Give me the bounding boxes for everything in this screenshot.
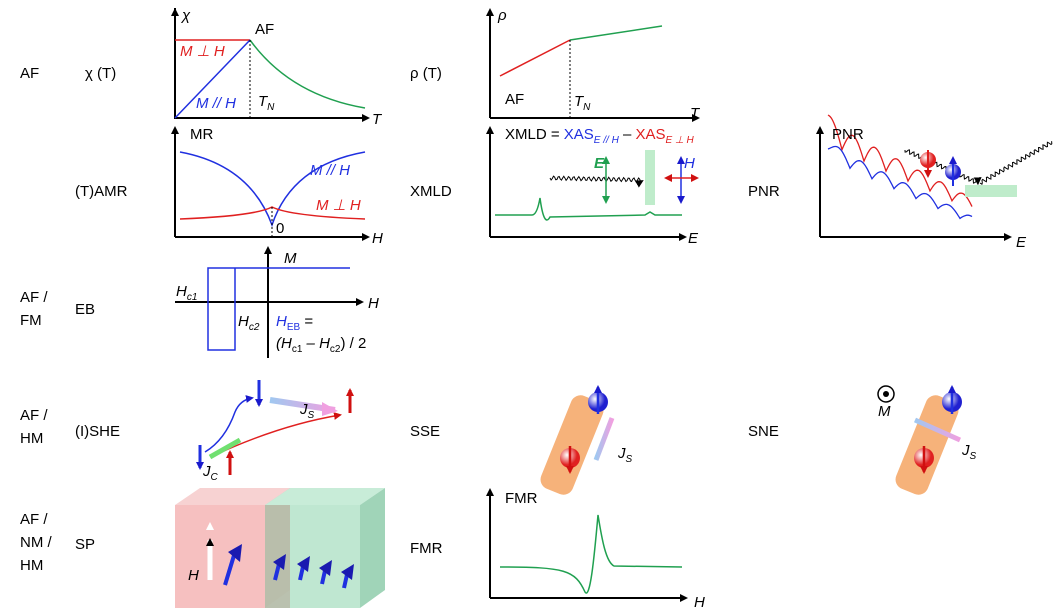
axis-label: M (284, 250, 297, 267)
system: HM (20, 430, 43, 447)
method: (I)SHE (75, 423, 120, 440)
system-labels: AF AF / FM AF / HM AF / NM / HM (20, 65, 52, 574)
curve-label: M // H (196, 95, 236, 112)
current-label: JC (202, 463, 219, 483)
axis-label: T (372, 111, 383, 128)
tn-label: TN (574, 93, 591, 113)
phase-label: AF (255, 21, 274, 38)
method: FMR (410, 540, 443, 557)
tn-label: TN (258, 93, 275, 113)
field-label: E (594, 155, 605, 172)
method: PNR (748, 183, 780, 200)
system: HM (20, 557, 43, 574)
chi-panel: χ AF M ⊥ H M // H TN T (175, 7, 383, 128)
method: χ (T) (85, 65, 116, 82)
axis-label: ρ (497, 7, 507, 24)
method: EB (75, 301, 95, 318)
curve-label: M ⊥ H (316, 197, 361, 214)
zero-label: 0 (276, 220, 284, 237)
phase-label: AF (505, 91, 524, 108)
axis-label: MR (190, 126, 213, 143)
eb-panel: M H Hc1 Hc2 HEB = (Hc1 – Hc2) / 2 (175, 248, 379, 358)
method: SSE (410, 423, 440, 440)
system: AF / (20, 511, 48, 528)
method: SNE (748, 423, 779, 440)
field-label: H (684, 155, 695, 172)
amr-panel: MR 0 M // H M ⊥ H H (175, 126, 383, 247)
field-label: Hc2 (238, 313, 260, 333)
sp-panel: H (175, 488, 385, 608)
current-label: JS (617, 445, 633, 465)
curve-label: M ⊥ H (180, 43, 225, 60)
rho-panel: ρ AF TN T (490, 7, 701, 122)
sse-panel: JS (538, 387, 633, 498)
axis-label: FMR (505, 490, 538, 507)
pnr-panel: PNR E (820, 115, 1052, 251)
system: NM / (20, 534, 52, 551)
sne-panel: M JS (878, 386, 977, 498)
axis-label: H (694, 594, 705, 611)
axis-label: H (368, 295, 379, 312)
curve-label: M // H (310, 162, 350, 179)
field-label: Hc1 (176, 283, 197, 303)
system: AF / (20, 407, 48, 424)
axis-label: T (690, 105, 701, 122)
formula: (Hc1 – Hc2) / 2 (276, 335, 366, 355)
system: AF (20, 65, 39, 82)
field-label: H (188, 567, 199, 584)
xmld-title: XMLD = XASE // H – XASE ⊥ H (505, 126, 694, 146)
axis-label: PNR (832, 126, 864, 143)
xmld-panel: XMLD = XASE // H – XASE ⊥ H E H E (490, 126, 699, 247)
axis-label: E (688, 230, 699, 247)
current-label: JS (961, 442, 977, 462)
fmr-panel: FMR H (490, 490, 705, 611)
figure: AF AF / FM AF / HM AF / NM / HM χ (T) ρ … (0, 0, 1054, 614)
system: FM (20, 312, 42, 329)
axis-label: χ (180, 7, 191, 24)
method: (T)AMR (75, 183, 128, 200)
system: AF / (20, 289, 48, 306)
method: ρ (T) (410, 65, 442, 82)
axis-label: H (372, 230, 383, 247)
method: XMLD (410, 183, 452, 200)
method: SP (75, 536, 95, 553)
she-panel: JS JC (200, 380, 350, 483)
axis-label: E (1016, 234, 1027, 251)
formula: HEB = (276, 313, 313, 333)
field-label: M (878, 403, 891, 420)
